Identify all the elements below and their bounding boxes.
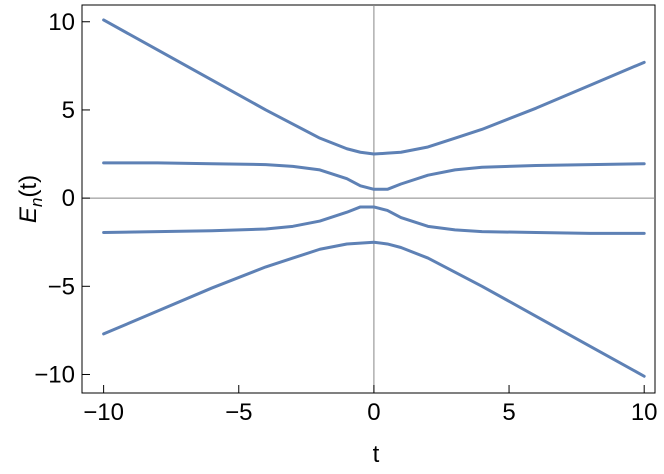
x-tick-label: 10: [631, 399, 658, 426]
x-tick-label: −10: [83, 399, 124, 426]
x-tick-label: 0: [367, 399, 380, 426]
x-axis-label: t: [373, 441, 380, 468]
x-tick-label: −5: [225, 399, 252, 426]
y-tick-label: 0: [62, 185, 75, 212]
curve: [102, 205, 646, 235]
curve: [102, 161, 646, 191]
plot-frame: [81, 4, 656, 394]
y-label-symbol: E: [15, 206, 42, 223]
y-tick-label: 10: [48, 9, 75, 36]
curve: [102, 240, 646, 378]
y-label-subscript: n: [27, 198, 46, 207]
y-tick-label: −5: [48, 273, 75, 300]
y-axis-label: En(t): [15, 175, 46, 223]
x-tick-label: 5: [502, 399, 515, 426]
y-label-argument: (t): [15, 175, 42, 198]
y-tick-label: 5: [62, 97, 75, 124]
y-tick-label: −10: [34, 361, 75, 388]
curve: [102, 18, 646, 156]
